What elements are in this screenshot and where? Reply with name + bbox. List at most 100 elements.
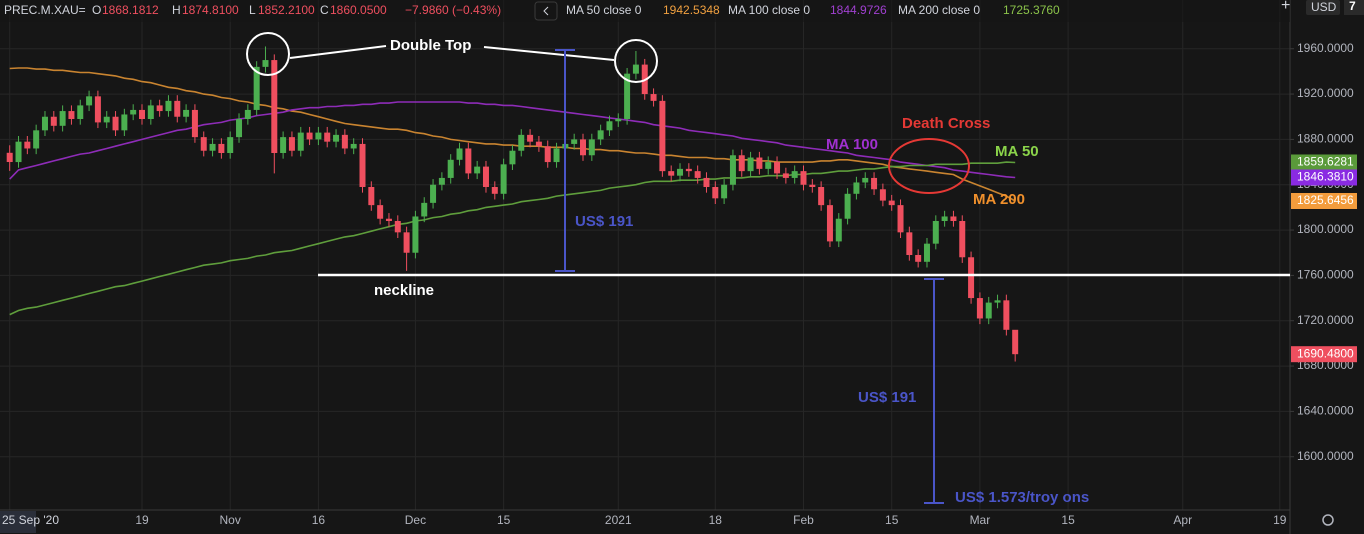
candle-body <box>350 143 357 149</box>
candle-body <box>324 132 331 142</box>
candle-body <box>403 232 410 253</box>
price-tag <box>1291 193 1357 210</box>
candle-body <box>86 96 93 106</box>
candle-body <box>1012 329 1019 355</box>
candle-body <box>615 119 622 122</box>
ma-legend-name: MA 200 close 0 <box>898 3 980 17</box>
pointer-line <box>289 45 387 59</box>
candle-body <box>632 64 639 74</box>
candle-body <box>227 137 234 153</box>
candle-body <box>438 177 445 185</box>
candle-body <box>677 168 684 176</box>
price-tag <box>1291 154 1357 171</box>
y-tick-label: 1880.0000 <box>1297 132 1354 146</box>
candle-body <box>385 218 392 221</box>
candle-body <box>959 221 966 258</box>
candle-body <box>527 134 534 142</box>
annotation: US$ 191 <box>858 389 916 406</box>
ohlc-label: L <box>249 3 256 17</box>
candle-body <box>509 150 516 165</box>
candle-body <box>694 171 701 178</box>
candle-body <box>112 116 119 131</box>
y-tick-label: 1960.0000 <box>1297 41 1354 55</box>
candle-body <box>77 105 84 119</box>
candle-body <box>844 193 851 219</box>
candle-body <box>368 187 375 206</box>
candle-body <box>421 202 428 217</box>
currency-button[interactable] <box>1306 0 1340 15</box>
candle-body <box>474 166 481 174</box>
header-bg <box>0 0 1290 22</box>
candle-body <box>518 134 525 151</box>
candle-body <box>156 105 163 112</box>
price-tag-label: 1846.3810 <box>1297 170 1354 184</box>
ma-legend-value: 1725.3760 <box>1003 3 1060 17</box>
x-tick-label: Dec <box>405 513 426 527</box>
candle-body <box>24 141 31 149</box>
candle-body <box>412 216 419 253</box>
ma-legend-value: 1844.9726 <box>830 3 887 17</box>
candle-body <box>853 182 860 194</box>
candle-body <box>41 116 48 131</box>
header: PREC.M.XAU= −7.9860 (−0.43%) + USD 7 O 18… <box>0 0 1364 22</box>
candle-body <box>68 111 75 119</box>
candle-body <box>482 166 489 187</box>
candle-body <box>818 187 825 206</box>
settings-icon[interactable] <box>1322 514 1334 526</box>
candle-body <box>280 137 287 153</box>
candle-body <box>791 171 798 178</box>
candle-body <box>968 257 975 299</box>
candle-body <box>906 232 913 255</box>
add-button[interactable]: + <box>1281 0 1290 14</box>
candle-body <box>941 216 948 221</box>
annotation: MA 200 <box>973 191 1025 208</box>
death-cross-circle <box>888 138 970 194</box>
x-tick-label: 18 <box>709 513 723 527</box>
moving-average-line <box>9 101 1016 180</box>
y-tick-label: 1760.0000 <box>1297 268 1354 282</box>
y-tick-label: 1920.0000 <box>1297 86 1354 100</box>
candle-body <box>191 109 198 138</box>
candle-body <box>6 152 13 163</box>
candle-body <box>315 132 322 140</box>
candle-body <box>33 130 40 149</box>
pointer-line <box>483 46 615 61</box>
candle-body <box>765 162 772 169</box>
candle-body <box>668 171 675 176</box>
grid <box>0 0 1290 510</box>
candle-body <box>659 100 666 172</box>
x-tick-label: 19 <box>135 513 149 527</box>
candle-body <box>288 137 295 151</box>
collapse-icon <box>543 6 549 16</box>
x-tick-label: Feb <box>793 513 814 527</box>
badge: 7 <box>1349 0 1356 13</box>
price-tag-label: 1825.6456 <box>1297 193 1354 207</box>
candle-body <box>721 184 728 199</box>
candle-body <box>341 134 348 149</box>
candle-body <box>50 116 57 126</box>
candle-body <box>200 137 207 151</box>
x-tick-label: Nov <box>220 513 241 527</box>
candle-body <box>139 109 145 119</box>
x-tick-label: Mar <box>970 513 991 527</box>
y-tick-label: 1600.0000 <box>1297 449 1354 463</box>
candle-body <box>826 205 833 242</box>
candle-body <box>738 155 745 172</box>
badge-box[interactable] <box>1344 0 1364 15</box>
candle-body <box>465 148 472 174</box>
collapse-button[interactable] <box>534 1 558 21</box>
plot-area <box>6 46 1019 362</box>
change: −7.9860 (−0.43%) <box>405 3 501 17</box>
ohlc-label: O <box>92 3 101 17</box>
candle-body <box>394 221 401 233</box>
candle-body <box>712 187 719 199</box>
crosshair-date-box <box>0 511 36 533</box>
ma-legend-name: MA 50 close 0 <box>566 3 642 17</box>
ma-legend-name: MA 100 close 0 <box>728 3 810 17</box>
annotation: MA 50 <box>995 143 1039 160</box>
candle-body <box>835 218 842 242</box>
candle-body <box>871 177 878 190</box>
candle-body <box>253 66 260 110</box>
candle-body <box>377 205 384 219</box>
